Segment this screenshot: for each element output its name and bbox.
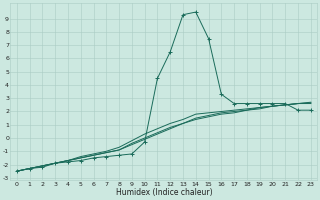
X-axis label: Humidex (Indice chaleur): Humidex (Indice chaleur) [116,188,212,197]
